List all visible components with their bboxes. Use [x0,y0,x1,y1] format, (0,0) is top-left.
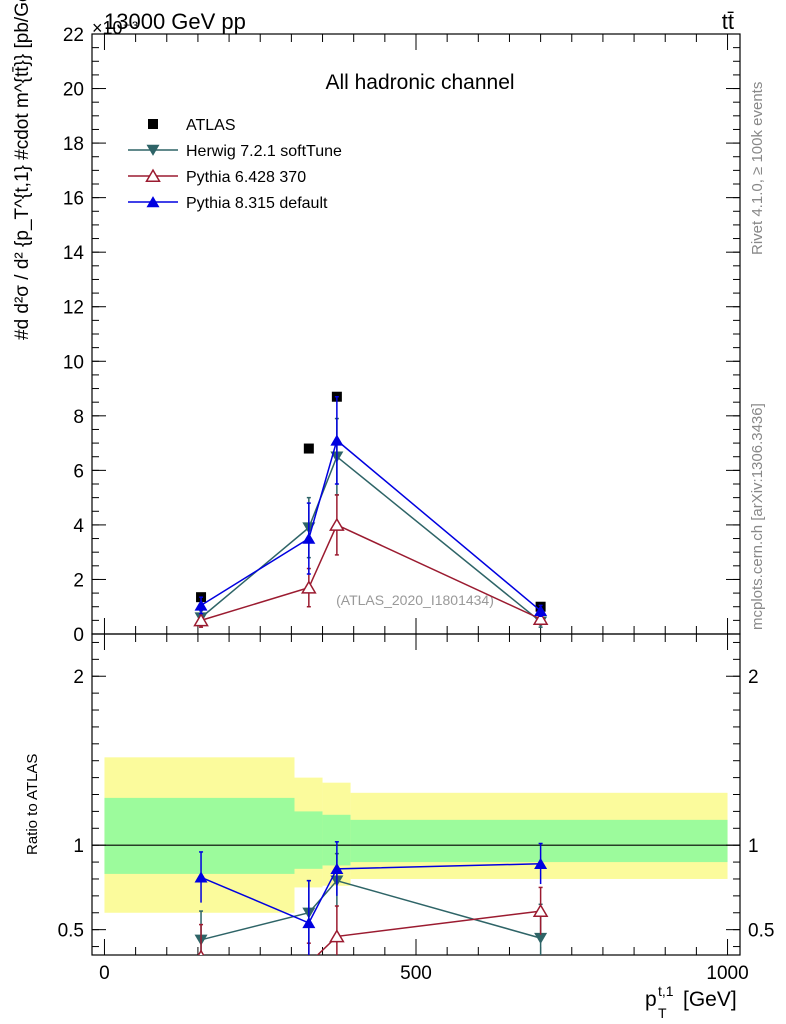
y-tick-label: 20 [63,80,84,101]
x-axis-label-sub: T [658,1005,667,1021]
series-line-pythia-8-315-default [200,439,542,612]
y-tick-label: 0 [73,625,84,646]
main-title: All hadronic channel [325,71,514,94]
y-tick-label-right: 1 [748,836,759,857]
data-point-pythia-8-315-default [534,604,548,617]
ratio-line-pythia-6-428-370 [316,910,541,955]
ratio-axes: 0.5 1 2 0.5 1 2 0 500 1000 [58,633,774,984]
y-tick-label-right: 2 [748,667,759,688]
legend-marker [148,119,158,129]
y-exponent-label: ×10⁻³ [92,18,138,38]
ratio-series-pythia-8-315-default [194,841,548,955]
y-tick-label: 2 [73,667,84,688]
y-tick-label: 8 [73,407,84,428]
main-y-axis-label: #d d²σ / d² {p_T^{t,1} #cdot m^{tt̄}} [p… [12,0,33,340]
ratio-point-herwig-7-2-1-softtune [534,932,548,944]
data-point-pythia-6-428-370 [193,613,209,627]
series-pythia-6-428-370 [193,494,549,628]
x-axis-label-sup: t,1 [658,983,674,999]
data-point-pythia-8-315-default [330,434,344,446]
ratio-point-pythia-6-428-370 [302,958,315,969]
y-tick-label-right: 0.5 [748,921,774,942]
ratio-point-pythia-6-428-370 [197,949,205,955]
series-line-pythia-6-428-370 [200,523,541,622]
mcplots-label: mcplots.cern.ch [arXiv:1306.3436] [749,403,766,630]
data-point-pythia-6-428-370 [329,517,345,531]
x-axis-label: p t,1 T [GeV] [645,983,737,1021]
data-point-pythia-6-428-370 [532,611,549,625]
ratio-point-pythia-6-428-370 [532,903,549,918]
legend-label: Herwig 7.2.1 softTune [186,143,342,160]
x-axis-label-unit: [GeV] [683,988,737,1011]
legend-entry-atlas: ATLAS [148,117,236,134]
x-tick-label: 0 [99,963,110,984]
ratio-series-pythia-6-428-370 [197,886,549,969]
legend-entry-pythia-8-315-default: Pythia 8.315 default [128,195,328,212]
main-axes: 0 2 4 6 8 10 12 14 16 18 20 22 [63,25,741,646]
data-point-pythia-8-315-default [302,532,316,544]
data-point-pythia-6-428-370 [301,580,317,594]
y-tick-label: 18 [63,134,84,155]
uncertainty-band-inner [104,797,295,874]
legend-label: Pythia 6.428 370 [186,169,306,186]
legend: ATLAS Herwig 7.2.1 softTune Pythia 6.428 3… [128,117,342,212]
y-tick-label: 4 [73,516,84,537]
data-point-pythia-8-315-default [194,599,208,611]
x-tick-label: 500 [400,963,432,984]
legend-marker [145,168,161,182]
ratio-line-pythia-8-315-default [200,863,541,924]
process-label: tt̄ [722,9,734,34]
legend-entry-pythia-6-428-370: Pythia 6.428 370 [128,168,306,186]
legend-marker [146,196,160,208]
main-series [193,391,549,628]
y-tick-label: 12 [63,298,84,319]
ratio-point-pythia-8-315-default [330,862,344,875]
legend-label: Pythia 8.315 default [186,195,328,212]
y-tick-label: 2 [73,570,84,591]
ratio-point-pythia-6-428-370 [329,929,345,943]
y-tick-label: 1 [73,836,84,857]
ratio-series [194,841,549,969]
ratio-point-pythia-8-315-default [194,871,208,883]
x-axis-label-main: p [645,988,657,1011]
legend-marker [146,144,160,156]
uncertainty-band-inner [350,819,728,863]
y-tick-label: 16 [63,189,84,210]
ratio-point-pythia-8-315-default [534,857,548,869]
y-tick-label: 6 [73,461,84,482]
y-tick-label: 14 [63,243,85,264]
y-tick-label: 10 [63,352,84,373]
uncertainty-band-inner [294,811,323,869]
ratio-plot-panel: 0.5 1 2 0.5 1 2 0 500 1000 Ratio to ATLAS [24,633,774,984]
main-plot-panel: All hadronic channel (ATLAS_2020_I180143… [12,0,741,646]
series-pythia-8-315-default [194,395,548,618]
data-point-atlas [303,443,314,454]
x-tick-label: 1000 [706,963,748,984]
ratio-series-clip [194,841,549,969]
ratio-bands [92,757,740,913]
ratio-point-pythia-8-315-default [302,917,316,929]
watermark-label: (ATLAS_2020_I1801434) [336,592,494,608]
rivet-label: Rivet 4.1.0, ≥ 100k events [749,82,766,255]
energy-label: 13000 GeV pp [104,9,246,34]
y-tick-label: 0.5 [58,921,84,942]
legend-label: ATLAS [186,117,236,134]
legend-entry-herwig-7-2-1-softtune: Herwig 7.2.1 softTune [128,143,342,160]
ratio-y-axis-label: Ratio to ATLAS [24,754,41,855]
y-tick-label: 22 [63,25,84,46]
